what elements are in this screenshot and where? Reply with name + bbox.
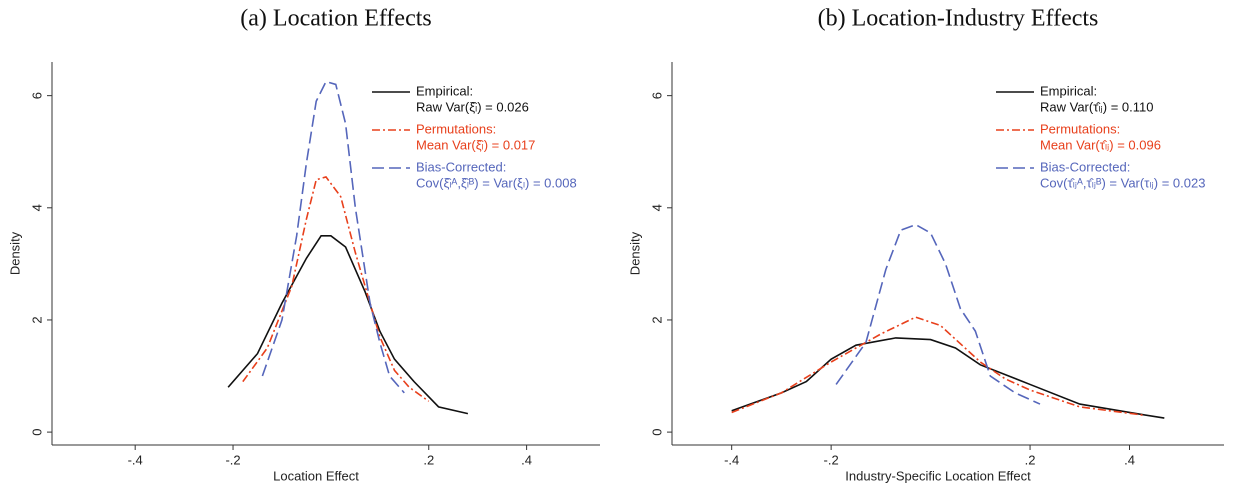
- x-tick-label: .4: [1124, 452, 1135, 467]
- x-axis-label: Industry-Specific Location Effect: [845, 468, 1031, 483]
- legend-note: Cov(ξ̂ₗᴬ,ξ̂ₗᴮ) = Var(ξₗ) = 0.008: [416, 175, 577, 190]
- density-line: [261, 80, 405, 394]
- x-tick-label: -.2: [824, 452, 839, 467]
- x-tick-label: .2: [1025, 452, 1036, 467]
- x-tick-label: .2: [423, 452, 434, 467]
- y-axis-label: Density: [627, 231, 642, 275]
- density-line: [731, 316, 1145, 417]
- x-tick-label: -.4: [128, 452, 143, 467]
- density-line: [242, 176, 430, 402]
- y-tick-label: 4: [649, 204, 664, 211]
- chart-title: (b) Location-Industry Effects: [818, 6, 1099, 32]
- legend-note: Cov(τ̂ₗⱼᴬ,τ̂ₗⱼᴮ) = Var(τₗⱼ) = 0.023: [1040, 175, 1205, 190]
- legend-label: Bias-Corrected:: [1040, 159, 1130, 174]
- legend-note: Raw Var(τ̂ₗⱼ) = 0.110: [1040, 99, 1154, 114]
- y-tick-label: 4: [29, 204, 44, 211]
- legend-label: Empirical:: [1040, 83, 1097, 98]
- density-line: [835, 223, 1041, 405]
- y-tick-label: 0: [649, 428, 664, 435]
- y-tick-label: 2: [649, 316, 664, 323]
- legend-note: Raw Var(ξ̂ₗ) = 0.026: [416, 99, 529, 114]
- y-tick-label: 6: [649, 92, 664, 99]
- chart-title: (a) Location Effects: [240, 6, 431, 32]
- legend-note: Mean Var(ξ̂ₗ) = 0.017: [416, 137, 535, 152]
- y-axis-label: Density: [7, 231, 22, 275]
- x-axis-label: Location Effect: [273, 468, 359, 483]
- y-tick-label: 0: [29, 428, 44, 435]
- legend-note: Mean Var(τ̂ₗⱼ) = 0.096: [1040, 137, 1161, 152]
- y-tick-label: 6: [29, 92, 44, 99]
- y-tick-label: 2: [29, 316, 44, 323]
- density-line: [731, 337, 1165, 419]
- x-tick-label: .4: [521, 452, 532, 467]
- density-line: [227, 235, 469, 415]
- legend-label: Bias-Corrected:: [416, 159, 506, 174]
- legend-label: Permutations:: [416, 121, 496, 136]
- x-tick-label: -.4: [724, 452, 739, 467]
- legend-label: Permutations:: [1040, 121, 1120, 136]
- legend-label: Empirical:: [416, 83, 473, 98]
- x-tick-label: -.2: [225, 452, 240, 467]
